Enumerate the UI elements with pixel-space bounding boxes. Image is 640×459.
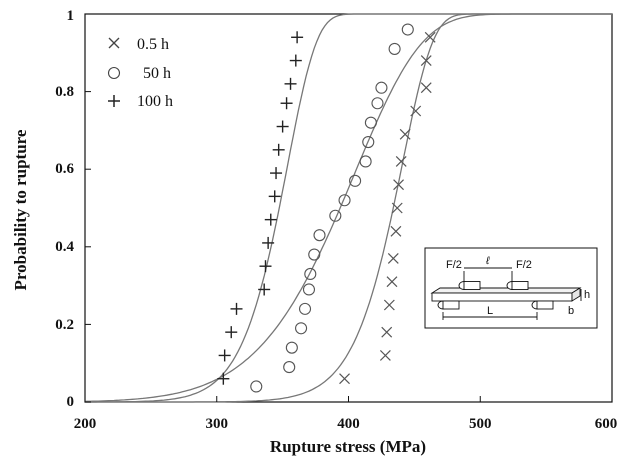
data-point-x [383,299,395,311]
legend-label: 100 h [137,93,173,110]
y-tick-label: 0.4 [55,239,74,255]
data-point-circle [298,302,312,315]
data-point-plus [284,77,297,90]
data-point-x [399,128,411,140]
data-point-plus [264,213,277,226]
legend: 0.5 h 50 h 100 h [107,36,173,110]
y-tick-label: 0.6 [55,161,74,177]
x-tick-label: 600 [595,416,618,432]
y-tick-labels: 0 0.2 0.4 0.6 0.8 1 [55,8,74,410]
data-point-circle [250,380,263,393]
legend-label: 0.5 h [137,36,169,53]
data-point-circle [304,267,317,281]
y-axis-title: Probability to rupture [11,129,30,290]
x-tick-label: 500 [469,416,492,432]
data-point-plus [276,120,289,133]
data-point-plus [217,372,230,385]
fit-curve [85,13,612,403]
inset-label: F/2 [516,259,532,271]
data-point-circle [302,283,316,296]
data-point-plus [258,283,271,296]
data-point-circle [364,116,377,129]
data-point-circle [295,322,308,335]
data-point-plus [230,302,243,315]
data-point-x [387,253,399,264]
y-tick-label: 0.8 [55,84,74,100]
data-point-plus [291,31,304,44]
plot-frame [84,13,613,403]
legend-marker-circle [107,66,121,80]
plot-area [84,13,613,403]
inset-label: h [584,289,590,301]
data-markers [217,23,436,393]
beam-icon [430,267,582,320]
data-point-plus [280,97,293,110]
data-point-plus [270,167,283,180]
data-point-circle [329,209,342,222]
data-point-circle [388,42,401,55]
data-point-circle [371,97,384,110]
inset-label: b [568,305,574,317]
legend-marker-plus [108,95,120,107]
y-tick-label: 0.2 [55,317,74,333]
legend-label: 50 h [143,65,171,82]
beam-test-inset: F/2 F/2 ℓ L h b [424,247,598,329]
data-point-plus [259,260,272,273]
data-point-plus [262,236,275,249]
x-tick-label: 200 [74,416,97,432]
data-point-circle [283,361,296,374]
data-point-x [420,82,432,94]
data-point-circle [401,23,414,36]
data-point-circle [313,229,326,242]
inset-label: ℓ [485,255,490,267]
x-tick-labels: 200 300 400 500 600 [74,416,618,432]
data-point-x [410,105,422,117]
data-point-plus [268,190,281,203]
data-point-x [420,55,432,66]
data-point-x [391,202,403,214]
x-tick-label: 400 [337,416,360,432]
data-point-plus [225,326,238,339]
inset-label: F/2 [446,259,462,271]
data-point-circle [349,174,362,187]
data-point-circle [285,341,298,354]
x-tick-label: 300 [206,416,229,432]
data-point-x [393,179,404,191]
data-point-x [339,373,350,385]
data-point-circle [308,248,321,261]
axis-ticks [84,13,613,403]
data-point-circle [338,194,351,207]
data-point-circle [362,135,375,149]
y-tick-label: 0 [67,394,75,410]
data-point-plus [218,349,231,362]
y-tick-label: 1 [67,8,75,24]
data-point-x [386,276,398,288]
fit-curves [84,13,612,403]
inset-label: L [487,305,493,317]
data-point-x [379,350,391,361]
legend-marker-x [108,37,120,49]
data-point-plus [272,143,285,156]
data-point-x [390,225,402,237]
data-point-circle [375,81,388,94]
data-point-x [424,31,436,43]
data-point-x [381,326,393,338]
data-point-plus [289,54,302,67]
data-point-circle [359,155,372,168]
data-point-x [395,156,407,167]
x-axis-title: Rupture stress (MPa) [270,437,426,456]
